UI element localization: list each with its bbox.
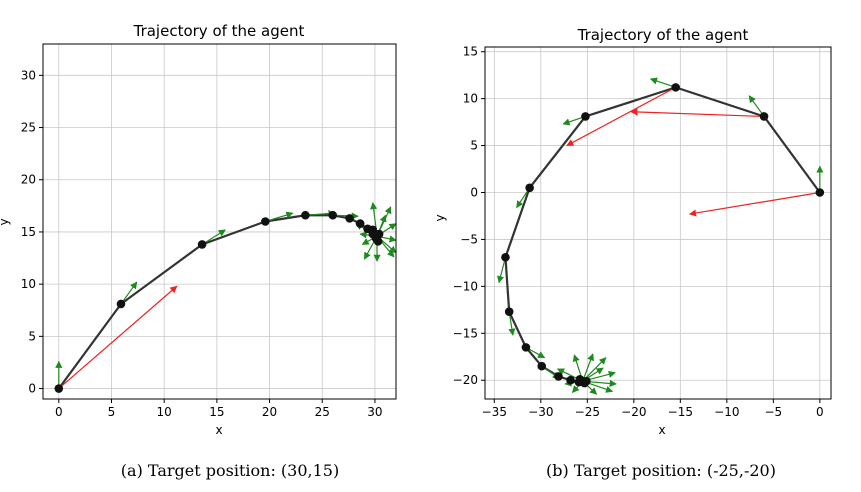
red-arrow: [630, 108, 765, 118]
chart-a-plot-frame: [42, 43, 397, 400]
y-tick-label: −20: [453, 373, 478, 387]
x-tick-label: 10: [157, 405, 172, 419]
red-arrow: [566, 86, 676, 147]
chart-b: Trajectory of the agent −35 −30 −25 −20 −15−…: [433, 26, 832, 480]
trajectory-point: [581, 112, 590, 121]
chart-b-grid: [485, 47, 831, 399]
x-tick-label: −5: [764, 405, 782, 419]
x-tick-label: −35: [482, 405, 507, 419]
y-tick-label: 20: [21, 173, 36, 187]
chart-b-y-axis-label: y: [433, 214, 447, 221]
trajectory-point: [671, 83, 680, 92]
trajectory-point: [368, 225, 378, 235]
trajectory-point: [566, 375, 575, 385]
trajectory-point: [575, 374, 585, 384]
y-tick-label: 5: [28, 329, 36, 343]
trajectory-point: [582, 376, 591, 386]
trajectory-point: [537, 361, 547, 371]
trajectory-point: [759, 112, 769, 121]
chart-b-title: Trajectory of the agent: [577, 26, 749, 44]
chart-a-series: [54, 201, 397, 393]
chart-a: Trajectory of the agent 0 5 10 15 20 25 30 0 5 10…: [0, 22, 397, 480]
x-tick-label: 0: [816, 405, 824, 419]
x-tick-label: 20: [262, 405, 277, 419]
trajectory-point: [328, 210, 338, 220]
chart-b-x-axis-label: x: [658, 423, 665, 437]
y-tick-label: 5: [470, 139, 478, 153]
x-tick-label: 30: [367, 405, 382, 419]
chart-a-ticks: 0 5 10 15 20 25 30 0 5 10 15 20 25 30: [21, 68, 383, 419]
chart-b-plot-frame: [484, 46, 832, 400]
x-tick-label: −30: [528, 405, 553, 419]
trajectory-point: [355, 219, 365, 228]
trajectory-line: [504, 86, 821, 384]
x-tick-label: 25: [315, 405, 330, 419]
y-tick-label: −10: [453, 279, 478, 293]
y-tick-label: 10: [21, 277, 36, 291]
x-tick-label: 5: [108, 405, 116, 419]
x-tick-label: 0: [55, 405, 63, 419]
chart-a-grid: [43, 44, 396, 399]
trajectory-point: [116, 299, 126, 309]
green-arrow: [120, 281, 138, 305]
y-tick-label: 15: [21, 225, 36, 239]
chart-a-x-axis-label: x: [215, 423, 222, 437]
y-tick-label: 0: [470, 185, 478, 199]
trajectory-point: [521, 343, 531, 352]
y-tick-label: 0: [28, 382, 36, 396]
y-tick-label: 25: [21, 121, 36, 135]
green-arrow: [582, 353, 594, 382]
trajectory-point: [261, 217, 270, 226]
chart-a-caption: (a) Target position: (30,15): [121, 461, 339, 480]
y-tick-label: −15: [453, 326, 478, 340]
x-tick-label: −25: [575, 405, 600, 419]
trajectory-point: [504, 307, 514, 317]
trajectory-point: [501, 252, 510, 262]
x-tick-label: −20: [621, 405, 646, 419]
trajectory-point: [374, 229, 384, 239]
trajectory-point: [54, 384, 64, 393]
chart-b-caption: (b) Target position: (-25,-20): [546, 461, 776, 480]
y-tick-label: 10: [463, 92, 478, 106]
chart-b-ticks: −35 −30 −25 −20 −15 −10 −5 0 −20 −15 −10 −5 0 5 10 15: [453, 45, 824, 419]
y-tick-label: −5: [460, 232, 478, 246]
green-arrow: [497, 257, 507, 284]
trajectory-point: [525, 183, 534, 193]
trajectory-line: [57, 214, 380, 390]
trajectory-point: [301, 210, 310, 220]
y-tick-label: 15: [463, 45, 478, 59]
chart-a-title: Trajectory of the agent: [133, 22, 305, 40]
trajectory-point: [345, 214, 354, 223]
green-arrow: [649, 77, 676, 88]
x-tick-label: 15: [209, 405, 224, 419]
green-arrow: [265, 211, 294, 223]
chart-b-series: [497, 77, 825, 395]
green-arrow: [201, 229, 226, 245]
x-tick-label: −15: [668, 405, 693, 419]
y-tick-label: 30: [21, 68, 36, 82]
chart-a-y-axis-label: y: [0, 218, 11, 225]
trajectory-point: [197, 240, 207, 249]
red-arrow: [688, 191, 820, 217]
trajectory-point: [815, 188, 825, 197]
trajectory-point: [554, 372, 563, 381]
red-arrow: [58, 285, 178, 390]
x-tick-label: −10: [714, 405, 739, 419]
